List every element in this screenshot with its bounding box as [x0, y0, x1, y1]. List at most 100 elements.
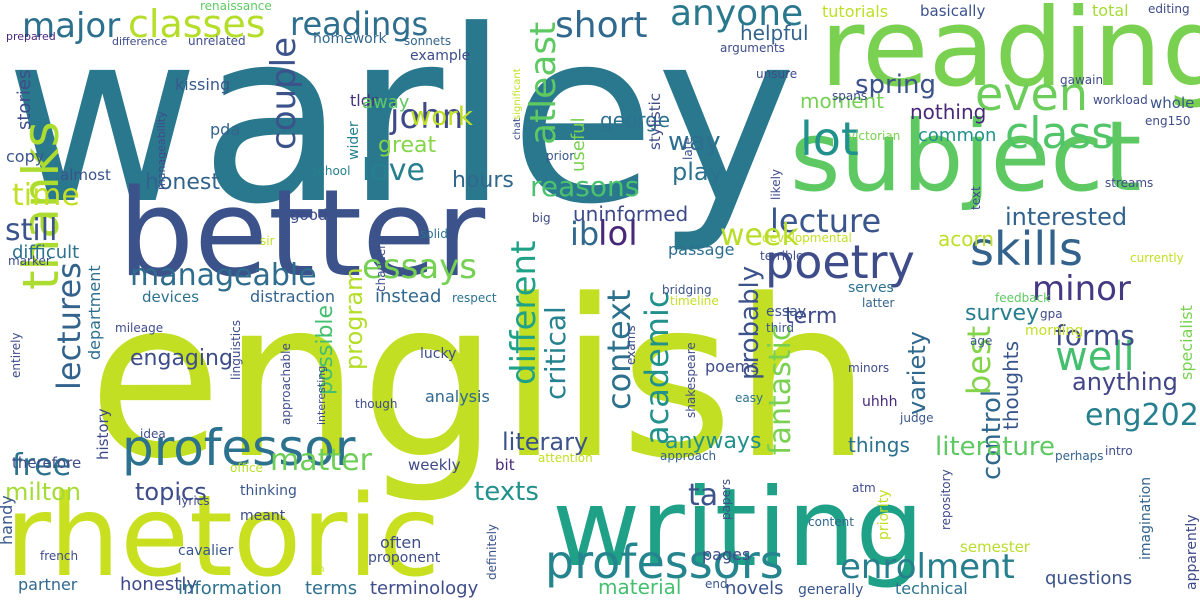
word-arguments: arguments	[720, 41, 785, 55]
word-essays: essays	[362, 247, 477, 287]
word-victorian: victorian	[848, 129, 900, 143]
word-meant: meant	[240, 508, 286, 524]
word-editing: editing	[1148, 2, 1190, 16]
word-warley: warley	[5, 0, 797, 257]
word-variety: variety	[903, 331, 931, 415]
word-lol: lol	[598, 214, 638, 254]
word-atleast: atleast	[523, 22, 564, 145]
word-minor: minor	[1032, 269, 1131, 309]
word-respect: respect	[452, 291, 497, 305]
word-fantastic: fantastic	[763, 325, 798, 455]
word-content: content	[808, 515, 854, 529]
word-lot: lot	[800, 112, 859, 166]
word-well: well	[1055, 334, 1135, 380]
word-chaucer: chaucer	[374, 244, 388, 292]
word-free: free	[12, 448, 71, 483]
word-english: english	[88, 254, 872, 507]
word-often: often	[380, 533, 421, 552]
word-repository: repository	[939, 469, 953, 530]
word-week: week	[720, 218, 799, 253]
word-best: best	[960, 326, 998, 395]
word-total: total	[1092, 1, 1129, 20]
word-lyrics: lyrics	[178, 494, 210, 508]
word-professor: professor	[122, 419, 356, 477]
word-interested: interested	[1005, 203, 1127, 231]
word-terms: terms	[305, 578, 357, 599]
word-bit: bit	[495, 456, 515, 474]
word-exams: exams	[624, 325, 638, 365]
word-example: example	[410, 48, 470, 64]
word-forms: forms	[1055, 319, 1135, 352]
word-eh: eh	[312, 564, 325, 575]
word-lecture: lecture	[770, 202, 881, 240]
word-stylistic: stylistic	[646, 93, 664, 150]
word-texts: texts	[474, 477, 539, 507]
word-writing: writing	[552, 466, 924, 591]
word-engaging: engaging	[130, 346, 233, 371]
word-enrolment: enrolment	[840, 547, 1015, 587]
word-terminology: terminology	[370, 578, 479, 599]
word-therefore: therefore	[12, 454, 81, 472]
word-approach: approach	[660, 449, 716, 463]
word-morning: morning	[1025, 323, 1083, 339]
word-text: text	[969, 186, 983, 210]
word-common: common	[918, 125, 996, 146]
word-manageable: manageable	[130, 258, 317, 293]
word-class: class	[1005, 108, 1114, 159]
word-prepared: prepared	[6, 30, 56, 43]
word-major: major	[22, 6, 120, 46]
word-analysis: analysis	[425, 387, 490, 406]
word-information: information	[178, 578, 282, 599]
word-rhetoric: rhetoric	[5, 472, 440, 600]
word-kissing: kissing	[175, 75, 230, 94]
word-possible: possible	[313, 305, 338, 395]
word-homework: homework	[313, 31, 387, 47]
word-honestly: honestly	[120, 574, 197, 595]
word-papers: papers	[719, 479, 733, 520]
word-honest: honest	[145, 170, 220, 195]
word-unsure: unsure	[756, 67, 797, 81]
word-couple: couple	[264, 37, 304, 150]
word-eng150: eng150	[1145, 114, 1191, 128]
word-literature: literature	[935, 432, 1055, 462]
word-anyone: anyone	[670, 0, 803, 34]
word-idea: idea	[140, 427, 166, 441]
word-devices: devices	[142, 288, 199, 306]
word-stories: stories	[14, 70, 35, 130]
word-wider: wider	[346, 121, 362, 160]
word-sonnets: sonnets	[404, 34, 451, 48]
word-context: context	[600, 289, 638, 410]
word-unrelated: unrelated	[188, 34, 246, 48]
word-classes: classes	[128, 2, 266, 46]
word-moment: moment	[800, 89, 884, 113]
word-timeline: timeline	[670, 294, 719, 308]
word-instead: instead	[375, 286, 441, 307]
word-french: french	[40, 549, 78, 563]
word-big: big	[532, 211, 551, 225]
word-good: good	[290, 206, 327, 224]
word-bridging: bridging	[662, 283, 712, 297]
word-partner: partner	[18, 575, 78, 594]
word-intro: intro	[1105, 444, 1133, 458]
word-subject: subject	[790, 100, 1142, 213]
word-play: play	[672, 158, 723, 186]
word-milton: milton	[5, 478, 81, 506]
word-feedback: feedback	[995, 291, 1050, 305]
word-manageability: manageability	[155, 111, 168, 190]
word-judge: judge	[899, 411, 934, 425]
word-lectures: lectures	[50, 262, 88, 390]
word-poems: poems	[705, 357, 759, 376]
word-topics: topics	[135, 478, 207, 506]
word-imagination: imagination	[1138, 477, 1154, 560]
word-minors: minors	[848, 361, 889, 375]
word-tldr: tldr	[350, 91, 378, 110]
word-streams: streams	[1105, 176, 1153, 190]
word-school: school	[312, 164, 350, 178]
word-nothing: nothing	[910, 100, 986, 124]
word-helpful: helpful	[740, 21, 809, 45]
word-difference: difference	[112, 35, 167, 48]
word-semester: semester	[960, 538, 1031, 556]
word-spans: spans	[832, 89, 867, 103]
word-entirely: entirely	[9, 332, 23, 378]
